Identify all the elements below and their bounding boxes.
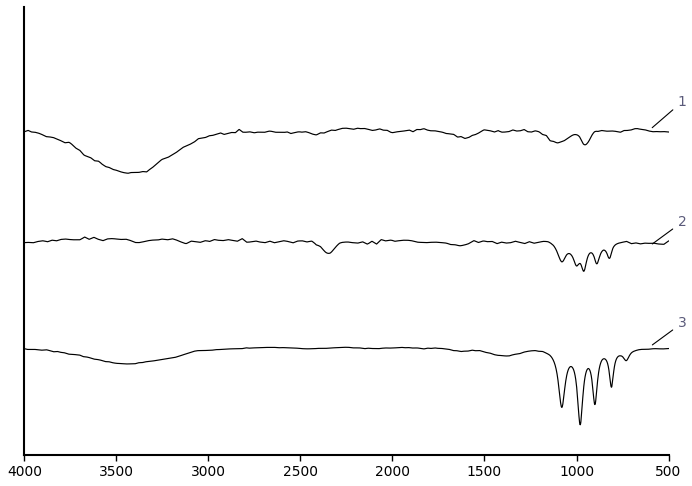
Text: 3: 3 bbox=[653, 316, 686, 345]
Text: 2: 2 bbox=[653, 215, 686, 244]
Text: 1: 1 bbox=[653, 95, 686, 128]
